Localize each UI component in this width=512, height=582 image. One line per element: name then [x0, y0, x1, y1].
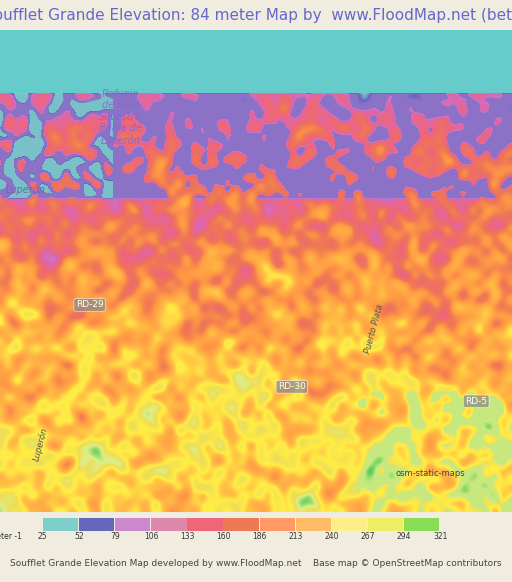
Text: Refugio
de Vida
Silvestre
Bahía de
Luperón: Refugio de Vida Silvestre Bahía de Luper… — [99, 88, 142, 146]
Text: Luperón: Luperón — [6, 184, 46, 194]
FancyBboxPatch shape — [42, 519, 78, 531]
Text: 186: 186 — [252, 532, 267, 541]
Text: osm-static-maps: osm-static-maps — [395, 469, 465, 478]
FancyBboxPatch shape — [404, 519, 439, 531]
Text: 160: 160 — [216, 532, 230, 541]
Text: 294: 294 — [397, 532, 411, 541]
Text: Soufflet Grande Elevation: 84 meter Map by  www.FloodMap.net (beta): Soufflet Grande Elevation: 84 meter Map … — [0, 8, 512, 23]
FancyBboxPatch shape — [260, 519, 295, 531]
Text: 52: 52 — [74, 532, 83, 541]
Text: Soufflet Grande Elevation Map developed by www.FloodMap.net: Soufflet Grande Elevation Map developed … — [10, 559, 302, 567]
Text: 240: 240 — [325, 532, 339, 541]
FancyBboxPatch shape — [151, 519, 186, 531]
Text: RD-30: RD-30 — [278, 382, 306, 391]
Text: RD-29: RD-29 — [76, 300, 103, 310]
Text: 133: 133 — [180, 532, 195, 541]
Text: RD-5: RD-5 — [465, 397, 487, 406]
FancyBboxPatch shape — [187, 519, 223, 531]
FancyBboxPatch shape — [79, 519, 114, 531]
FancyBboxPatch shape — [223, 519, 259, 531]
Text: 79: 79 — [110, 532, 120, 541]
Text: 106: 106 — [144, 532, 158, 541]
FancyBboxPatch shape — [368, 519, 403, 531]
FancyBboxPatch shape — [295, 519, 331, 531]
Text: Base map © OpenStreetMap contributors: Base map © OpenStreetMap contributors — [313, 559, 502, 567]
FancyBboxPatch shape — [332, 519, 367, 531]
Text: Luperón: Luperón — [32, 427, 50, 463]
FancyBboxPatch shape — [115, 519, 151, 531]
Text: 321: 321 — [433, 532, 447, 541]
Text: 25: 25 — [38, 532, 48, 541]
Text: 267: 267 — [360, 532, 375, 541]
Text: 213: 213 — [288, 532, 303, 541]
Text: Puerto Plata: Puerto Plata — [363, 303, 385, 354]
Text: meter -1: meter -1 — [0, 532, 22, 541]
